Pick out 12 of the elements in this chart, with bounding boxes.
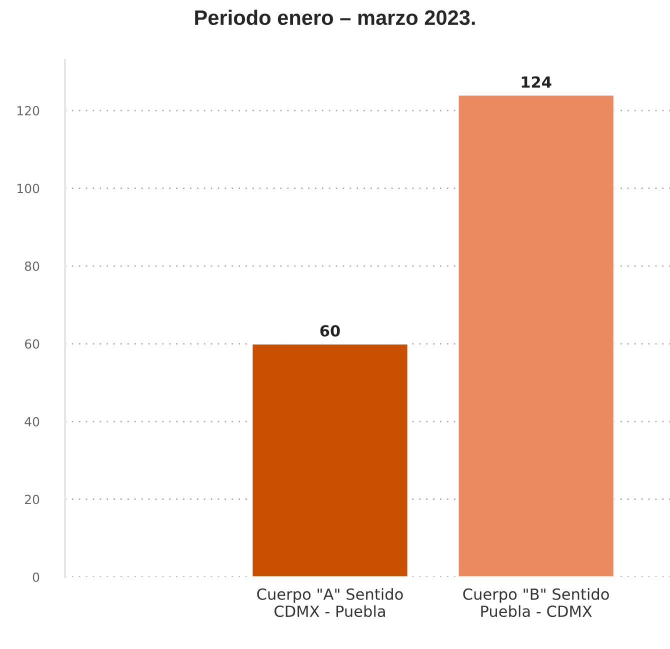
chart-title: Periodo enero – marzo 2023. — [195, 10, 475, 26]
y-tick-label: 20 — [25, 494, 40, 504]
data-label: 60 — [320, 325, 340, 337]
y-tick-label: 0 — [32, 572, 40, 582]
y-tick-label: 80 — [24, 261, 40, 271]
y-tick-label: 60 — [24, 339, 40, 349]
data-label: 124 — [522, 76, 552, 88]
y-tick-label: 100 — [18, 184, 40, 194]
x-tick-label: Cuerpo "B" Sentido Puebla - CDMX — [463, 588, 609, 618]
y-tick-label: 120 — [18, 106, 40, 116]
y-tick-label: 40 — [24, 416, 40, 426]
x-tick-label: Cuerpo "A" Sentido CDMX - Puebla — [257, 588, 403, 618]
